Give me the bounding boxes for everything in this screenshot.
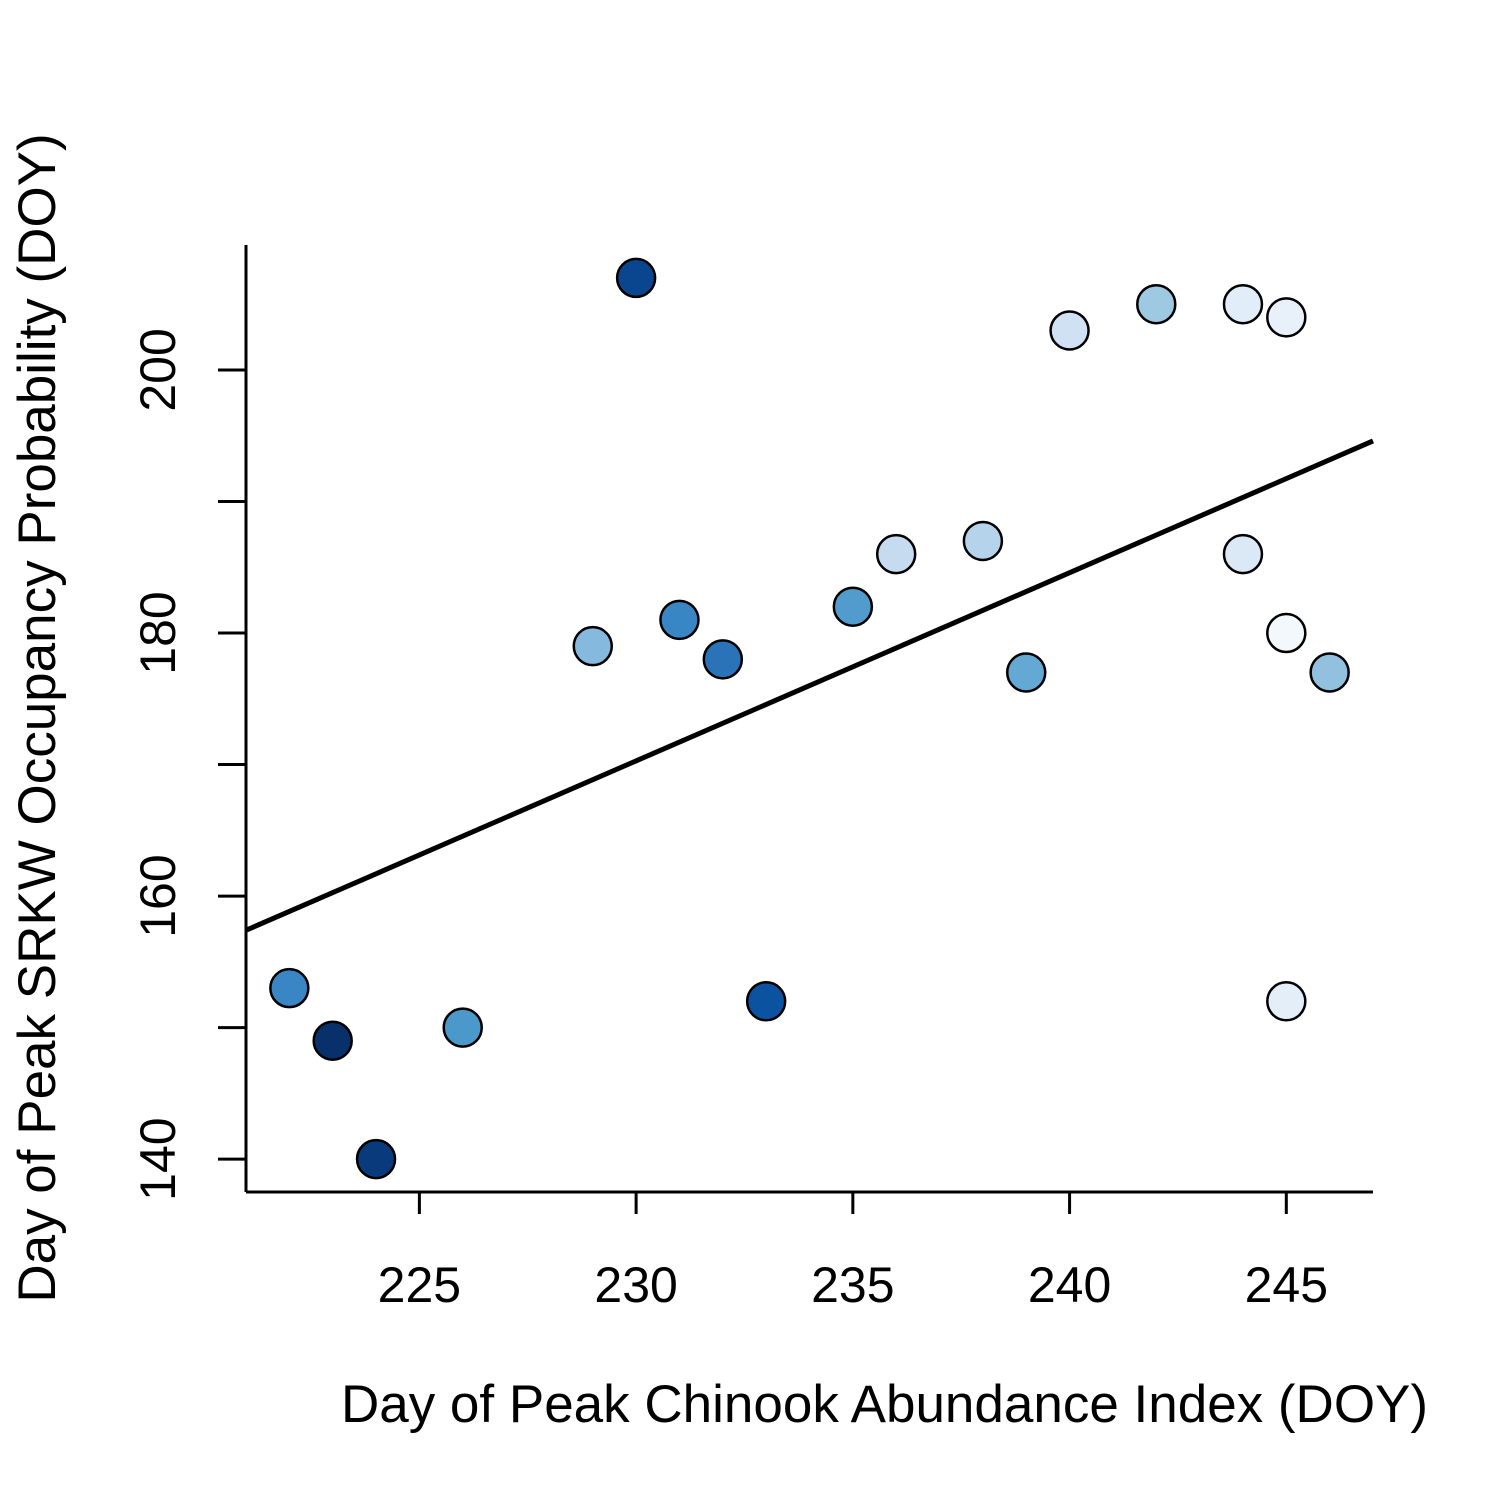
x-tick-label: 230 bbox=[594, 1257, 677, 1313]
data-point bbox=[1309, 652, 1350, 693]
data-point bbox=[1005, 652, 1047, 693]
data-point bbox=[572, 625, 614, 667]
x-axis-title: Day of Peak Chinook Abundance Index (DOY… bbox=[341, 1375, 1428, 1434]
y-axis-title: Day of Peak SRKW Occupancy Probability (… bbox=[8, 133, 67, 1302]
data-point bbox=[312, 1020, 353, 1061]
regression-line bbox=[245, 438, 1374, 933]
x-ticks: 225 230 235 240 245 bbox=[378, 1192, 1328, 1313]
y-tick-label: 200 bbox=[130, 328, 186, 411]
axes bbox=[244, 245, 1373, 1194]
data-point bbox=[1136, 283, 1177, 325]
y-ticks: 140 160 180 200 bbox=[130, 328, 246, 1201]
data-point bbox=[962, 520, 1004, 562]
x-tick-label: 235 bbox=[811, 1257, 894, 1313]
data-point bbox=[1222, 283, 1264, 325]
data-point bbox=[1222, 533, 1264, 575]
data-point bbox=[615, 257, 657, 299]
data-point bbox=[269, 967, 310, 1009]
y-tick-label: 180 bbox=[130, 591, 186, 674]
x-tick-label: 225 bbox=[378, 1257, 461, 1313]
data-point bbox=[442, 1007, 483, 1048]
data-point bbox=[875, 533, 917, 575]
data-point bbox=[745, 981, 787, 1022]
data-point bbox=[1266, 612, 1307, 654]
x-tick-label: 240 bbox=[1028, 1257, 1111, 1313]
x-tick-label: 245 bbox=[1245, 1257, 1328, 1313]
data-point bbox=[1266, 297, 1307, 338]
data-point bbox=[1049, 310, 1090, 351]
data-point bbox=[659, 599, 700, 641]
data-point bbox=[832, 586, 874, 627]
y-tick-label: 160 bbox=[130, 854, 186, 937]
data-points bbox=[269, 257, 1350, 1180]
data-point bbox=[702, 639, 744, 680]
y-tick-label: 140 bbox=[130, 1117, 186, 1200]
data-point bbox=[355, 1138, 397, 1180]
data-point bbox=[1266, 981, 1307, 1022]
